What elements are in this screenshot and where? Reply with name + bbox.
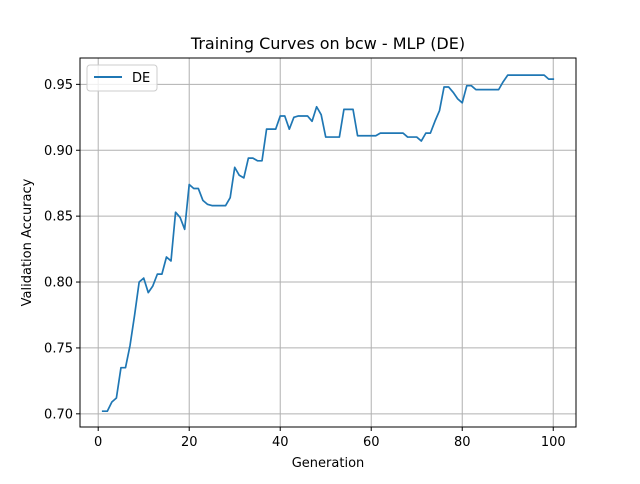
x-tick-label: 0 [94, 435, 102, 450]
x-tick-label: 20 [181, 435, 198, 450]
legend: DE [87, 65, 157, 91]
x-tick-label: 80 [454, 435, 471, 450]
y-tick-label: 0.75 [44, 341, 73, 356]
y-tick-label: 0.90 [44, 144, 73, 159]
x-axis-label: Generation [292, 456, 365, 471]
legend-label-de: DE [132, 71, 150, 86]
x-tick-label: 100 [541, 435, 566, 450]
y-axis-label: Validation Accuracy [20, 178, 35, 306]
chart-title: Training Curves on bcw - MLP (DE) [190, 34, 465, 53]
y-tick-label: 0.70 [44, 407, 73, 422]
x-tick-label: 40 [272, 435, 289, 450]
y-tick-label: 0.80 [44, 276, 73, 291]
y-tick-label: 0.85 [44, 210, 73, 225]
y-tick-label: 0.95 [44, 78, 73, 93]
x-tick-label: 60 [363, 435, 380, 450]
